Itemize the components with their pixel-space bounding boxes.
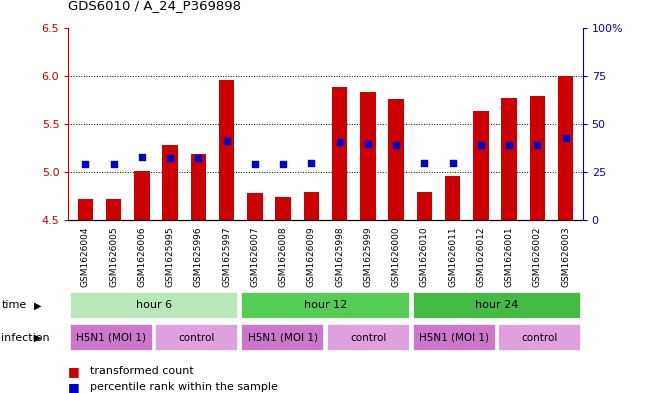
Bar [106,199,121,220]
Text: GSM1626005: GSM1626005 [109,226,118,287]
Point [335,139,345,145]
Bar [417,193,432,220]
Bar [156,324,238,351]
Text: time: time [1,300,27,310]
Bar [162,145,178,220]
Text: percentile rank within the sample: percentile rank within the sample [90,382,278,392]
Text: GSM1626007: GSM1626007 [251,226,259,287]
Text: GSM1626012: GSM1626012 [477,226,486,287]
Bar [134,171,150,220]
Bar [332,87,348,220]
Point [221,138,232,145]
Bar [191,154,206,220]
Text: GSM1625998: GSM1625998 [335,226,344,287]
Text: GSM1626002: GSM1626002 [533,226,542,287]
Point [447,160,458,166]
Point [561,135,571,141]
Bar [413,292,581,319]
Text: ■: ■ [68,380,80,393]
Text: GSM1625996: GSM1625996 [194,226,203,287]
Point [391,142,402,149]
Text: hour 12: hour 12 [304,300,347,310]
Text: GSM1626010: GSM1626010 [420,226,429,287]
Point [80,160,90,167]
Text: ▶: ▶ [34,332,42,343]
Bar [360,92,376,220]
Bar [242,292,409,319]
Text: H5N1 (MOI 1): H5N1 (MOI 1) [419,332,489,343]
Bar [413,324,495,351]
Text: H5N1 (MOI 1): H5N1 (MOI 1) [76,332,146,343]
Bar [70,292,238,319]
Text: ▶: ▶ [34,300,42,310]
Point [165,154,175,161]
Text: GSM1626003: GSM1626003 [561,226,570,287]
Bar [70,324,152,351]
Text: GSM1626000: GSM1626000 [392,226,400,287]
Text: GSM1626004: GSM1626004 [81,226,90,287]
Text: H5N1 (MOI 1): H5N1 (MOI 1) [247,332,318,343]
Bar [501,98,517,220]
Bar [473,112,489,220]
Point [306,160,316,166]
Point [108,160,118,167]
Point [278,160,288,167]
Bar [275,197,291,220]
Text: GSM1626006: GSM1626006 [137,226,146,287]
Text: GSM1626008: GSM1626008 [279,226,288,287]
Bar [242,324,324,351]
Bar [303,193,319,220]
Bar [77,199,93,220]
Text: GDS6010 / A_24_P369898: GDS6010 / A_24_P369898 [68,0,242,13]
Text: hour 24: hour 24 [475,300,519,310]
Point [476,142,486,149]
Bar [445,176,460,220]
Point [363,141,373,147]
Point [419,160,430,166]
Bar [219,80,234,220]
Text: GSM1626011: GSM1626011 [448,226,457,287]
Point [504,142,514,149]
Text: GSM1625999: GSM1625999 [363,226,372,287]
Text: GSM1626009: GSM1626009 [307,226,316,287]
Bar [558,76,574,220]
Point [193,154,204,161]
Text: control: control [179,332,215,343]
Text: ■: ■ [68,365,80,378]
Text: hour 6: hour 6 [136,300,172,310]
Bar [247,193,262,220]
Point [137,154,147,160]
Bar [327,324,409,351]
Point [249,160,260,167]
Text: control: control [350,332,387,343]
Point [533,142,543,149]
Text: transformed count: transformed count [90,366,193,376]
Text: control: control [521,332,558,343]
Text: GSM1625997: GSM1625997 [222,226,231,287]
Bar [389,99,404,220]
Text: GSM1625995: GSM1625995 [165,226,174,287]
Bar [499,324,581,351]
Text: GSM1626001: GSM1626001 [505,226,514,287]
Bar [530,96,545,220]
Text: infection: infection [1,332,50,343]
